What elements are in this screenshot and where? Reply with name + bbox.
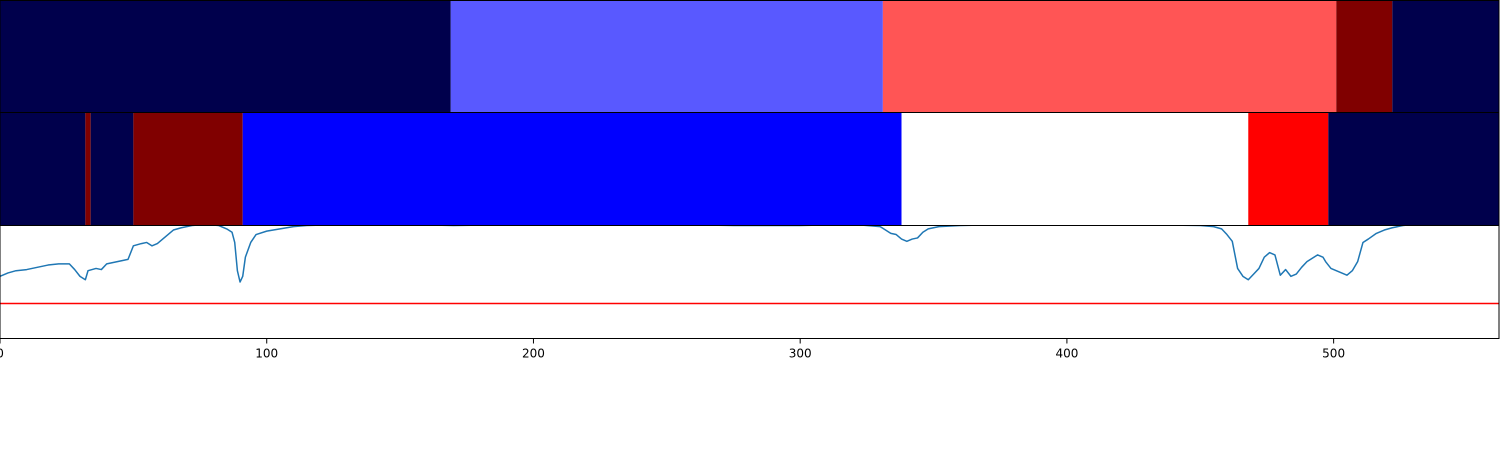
segment-0 <box>0 0 451 113</box>
x-tick-label: 0 <box>0 347 4 361</box>
x-tick-label: 100 <box>255 347 278 361</box>
x-tick-label: 200 <box>522 347 545 361</box>
signal-background <box>0 225 1499 339</box>
segment-2 <box>90 112 134 226</box>
panel-frame <box>0 225 1500 339</box>
signal-panel <box>0 225 1500 339</box>
x-tick-label: 400 <box>1055 347 1078 361</box>
segment-4 <box>1392 0 1499 113</box>
segment-3 <box>133 112 243 226</box>
segment-7 <box>1328 112 1499 226</box>
x-tick-label: 300 <box>789 347 812 361</box>
segment-0 <box>0 112 86 226</box>
segmentation-bottom-panel <box>0 112 1500 226</box>
signal-line <box>0 225 1411 283</box>
segment-2 <box>882 0 1337 113</box>
segment-4 <box>242 112 902 226</box>
segment-1 <box>85 112 91 226</box>
segment-1 <box>450 0 883 113</box>
segmentation-top-panel <box>0 0 1500 113</box>
segment-5 <box>901 112 1249 226</box>
segment-6 <box>1248 112 1329 226</box>
segment-3 <box>1336 0 1393 113</box>
x-axis: 0 100 200 300 400 500 <box>0 338 1345 361</box>
x-tick-label: 500 <box>1322 347 1345 361</box>
